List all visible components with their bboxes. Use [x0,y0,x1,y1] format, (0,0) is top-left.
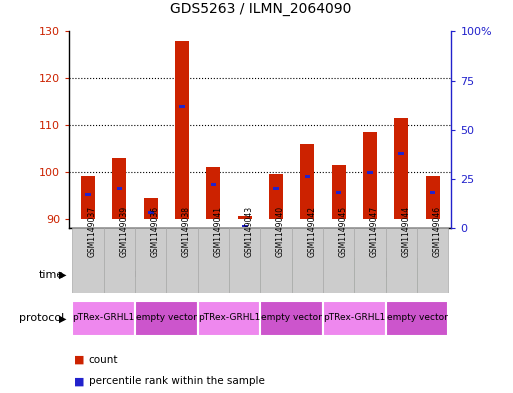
Bar [363,132,377,219]
Text: ▶: ▶ [59,270,67,280]
Text: GSM1149038: GSM1149038 [182,206,191,257]
Bar [179,105,185,108]
Bar [112,158,126,219]
FancyBboxPatch shape [166,228,198,293]
Text: empty vector: empty vector [136,313,197,322]
Bar [238,216,252,219]
Text: GSM1149043: GSM1149043 [245,206,254,257]
Bar [210,183,216,186]
FancyBboxPatch shape [135,228,166,293]
FancyBboxPatch shape [72,301,135,336]
FancyBboxPatch shape [72,228,104,293]
Bar [394,118,408,219]
Text: count: count [89,354,119,365]
FancyBboxPatch shape [72,257,198,293]
FancyBboxPatch shape [229,228,261,293]
Bar [336,191,342,194]
Text: GSM1149040: GSM1149040 [276,206,285,257]
Text: hour 24: hour 24 [113,269,157,279]
FancyBboxPatch shape [354,228,386,293]
FancyBboxPatch shape [261,228,292,293]
Bar [148,211,153,214]
Bar [206,167,221,219]
Bar [175,41,189,219]
Text: GSM1149045: GSM1149045 [339,206,348,257]
Text: empty vector: empty vector [261,313,322,322]
Bar [144,198,158,219]
FancyBboxPatch shape [323,301,386,336]
FancyBboxPatch shape [261,301,323,336]
Text: ■: ■ [74,354,85,365]
Bar [81,176,95,219]
Bar [399,152,404,155]
Bar [116,187,122,190]
FancyBboxPatch shape [292,228,323,293]
Text: percentile rank within the sample: percentile rank within the sample [89,376,265,386]
FancyBboxPatch shape [386,301,448,336]
Text: empty vector: empty vector [386,313,447,322]
Text: pTRex-GRHL1: pTRex-GRHL1 [72,313,135,322]
FancyBboxPatch shape [104,228,135,293]
Bar [269,174,283,219]
FancyBboxPatch shape [198,257,323,293]
Text: GSM1149036: GSM1149036 [151,206,160,257]
Bar [430,191,436,194]
FancyBboxPatch shape [135,301,198,336]
Text: pTRex-GRHL1: pTRex-GRHL1 [323,313,385,322]
Text: hour 48: hour 48 [239,269,282,279]
FancyBboxPatch shape [198,228,229,293]
FancyBboxPatch shape [323,228,354,293]
Bar [85,193,91,196]
Text: pTRex-GRHL1: pTRex-GRHL1 [198,313,260,322]
Bar [426,176,440,219]
Text: ■: ■ [74,376,85,386]
Bar [273,187,279,190]
Text: GSM1149037: GSM1149037 [88,206,97,257]
FancyBboxPatch shape [386,228,417,293]
Text: protocol: protocol [19,313,64,323]
Text: GSM1149041: GSM1149041 [213,206,222,257]
Text: time: time [39,270,64,280]
Bar [242,224,247,228]
FancyBboxPatch shape [323,257,448,293]
Bar [331,165,346,219]
Bar [305,175,310,178]
FancyBboxPatch shape [198,301,261,336]
Text: ▶: ▶ [59,313,67,323]
Text: hour 72: hour 72 [364,269,407,279]
Text: GSM1149039: GSM1149039 [120,206,128,257]
Text: GDS5263 / ILMN_2064090: GDS5263 / ILMN_2064090 [170,2,351,16]
Bar [367,171,373,174]
Text: GSM1149044: GSM1149044 [401,206,410,257]
Text: GSM1149047: GSM1149047 [370,206,379,257]
Text: GSM1149042: GSM1149042 [307,206,317,257]
FancyBboxPatch shape [417,228,448,293]
Text: GSM1149046: GSM1149046 [432,206,442,257]
Bar [300,144,314,219]
